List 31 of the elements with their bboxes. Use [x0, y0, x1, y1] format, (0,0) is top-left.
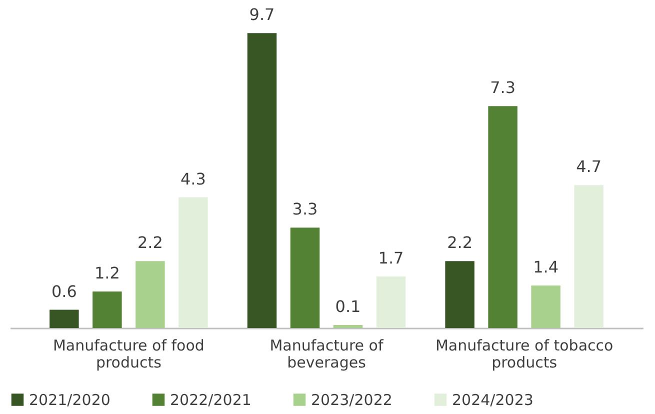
- data-label: 4.7: [576, 157, 602, 176]
- bar: [247, 33, 277, 328]
- bar: [376, 276, 406, 328]
- data-label: 0.1: [335, 296, 361, 316]
- bar: [92, 292, 122, 328]
- data-label: 7.3: [490, 78, 516, 98]
- legend-label: 2021/2020: [29, 390, 110, 409]
- data-label: 2.2: [447, 233, 473, 252]
- x-tick-label: Manufacture of tobacco products: [435, 336, 614, 372]
- data-label: 4.3: [180, 169, 206, 188]
- data-label: 0.6: [51, 282, 77, 301]
- legend-label: 2024/2023: [452, 390, 534, 409]
- bar: [488, 106, 518, 328]
- bar: [136, 261, 165, 328]
- legend-label: 2023/2022: [311, 390, 392, 409]
- bar: [290, 228, 320, 328]
- data-label: 2.2: [137, 233, 163, 252]
- legend-label: 2022/2021: [170, 390, 252, 409]
- data-label: 1.2: [94, 264, 120, 283]
- x-tick-label: Manufacture of food products: [52, 336, 204, 372]
- data-label: 3.3: [292, 200, 318, 219]
- x-tick-label: Manufacture of beverages: [270, 336, 384, 372]
- bar: [178, 197, 208, 328]
- data-label: 1.7: [378, 248, 404, 268]
- bar: [50, 310, 79, 328]
- data-label: 9.7: [249, 5, 275, 24]
- data-label: 1.4: [533, 257, 559, 276]
- bar: [574, 185, 604, 328]
- bar: [333, 324, 363, 328]
- bar: [531, 285, 560, 328]
- bar: [445, 261, 474, 328]
